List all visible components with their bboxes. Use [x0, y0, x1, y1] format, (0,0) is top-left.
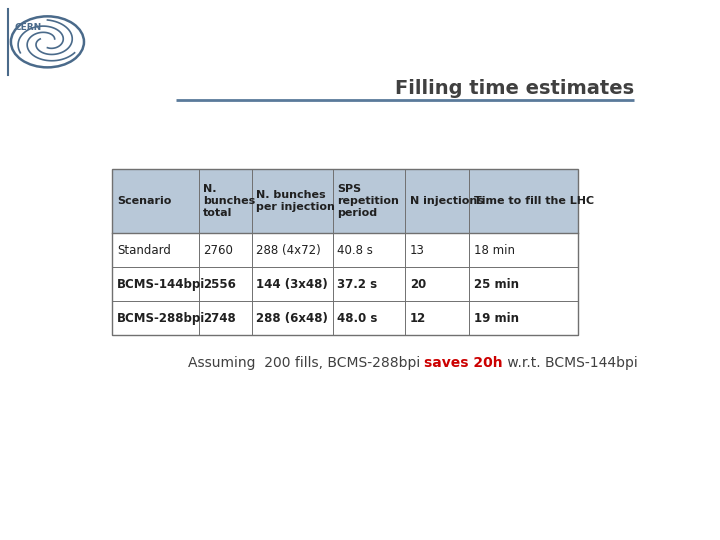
Text: N. bunches
per injection: N. bunches per injection: [256, 190, 335, 212]
Bar: [199, 301, 252, 335]
Bar: [469, 233, 578, 267]
Text: 19 min: 19 min: [474, 312, 519, 325]
Text: 37.2 s: 37.2 s: [337, 278, 377, 291]
Bar: [112, 168, 578, 335]
Bar: [112, 233, 199, 267]
Bar: [333, 267, 405, 301]
Text: 48.0 s: 48.0 s: [337, 312, 377, 325]
Text: 12: 12: [410, 312, 426, 325]
Bar: [112, 267, 199, 301]
Text: Assuming  200 fills, BCMS-288bpi: Assuming 200 fills, BCMS-288bpi: [188, 355, 424, 369]
Bar: [469, 168, 578, 233]
Text: Scenario: Scenario: [117, 196, 171, 206]
Bar: [405, 301, 469, 335]
Bar: [333, 233, 405, 267]
Text: 2748: 2748: [203, 312, 236, 325]
Text: 2760: 2760: [203, 244, 233, 256]
Bar: [199, 168, 252, 233]
Bar: [252, 168, 333, 233]
Bar: [252, 301, 333, 335]
Text: N injections: N injections: [410, 196, 484, 206]
Bar: [405, 233, 469, 267]
Bar: [405, 168, 469, 233]
Bar: [333, 301, 405, 335]
Text: saves 20h: saves 20h: [424, 355, 503, 369]
Text: SPS
repetition
period: SPS repetition period: [337, 184, 399, 218]
Text: BCMS-288bpi: BCMS-288bpi: [117, 312, 205, 325]
Text: 13: 13: [410, 244, 425, 256]
Bar: [252, 233, 333, 267]
Text: 2556: 2556: [203, 278, 236, 291]
Bar: [199, 267, 252, 301]
Text: CERN: CERN: [14, 23, 41, 32]
Text: Filling time estimates: Filling time estimates: [395, 79, 634, 98]
Text: w.r.t. BCMS-144bpi: w.r.t. BCMS-144bpi: [503, 355, 638, 369]
Text: 40.8 s: 40.8 s: [337, 244, 373, 256]
Text: 288 (4x72): 288 (4x72): [256, 244, 321, 256]
Text: 288 (6x48): 288 (6x48): [256, 312, 328, 325]
Bar: [333, 168, 405, 233]
Text: 20: 20: [410, 278, 426, 291]
Bar: [199, 233, 252, 267]
Text: 18 min: 18 min: [474, 244, 515, 256]
Text: BCMS-144bpi: BCMS-144bpi: [117, 278, 205, 291]
Text: N.
bunches
total: N. bunches total: [203, 184, 256, 218]
Bar: [252, 267, 333, 301]
Text: 144 (3x48): 144 (3x48): [256, 278, 328, 291]
Bar: [112, 301, 199, 335]
Bar: [405, 267, 469, 301]
Text: Standard: Standard: [117, 244, 171, 256]
Text: Time to fill the LHC: Time to fill the LHC: [474, 196, 594, 206]
Bar: [469, 301, 578, 335]
Bar: [112, 168, 199, 233]
Text: 25 min: 25 min: [474, 278, 519, 291]
Bar: [469, 267, 578, 301]
